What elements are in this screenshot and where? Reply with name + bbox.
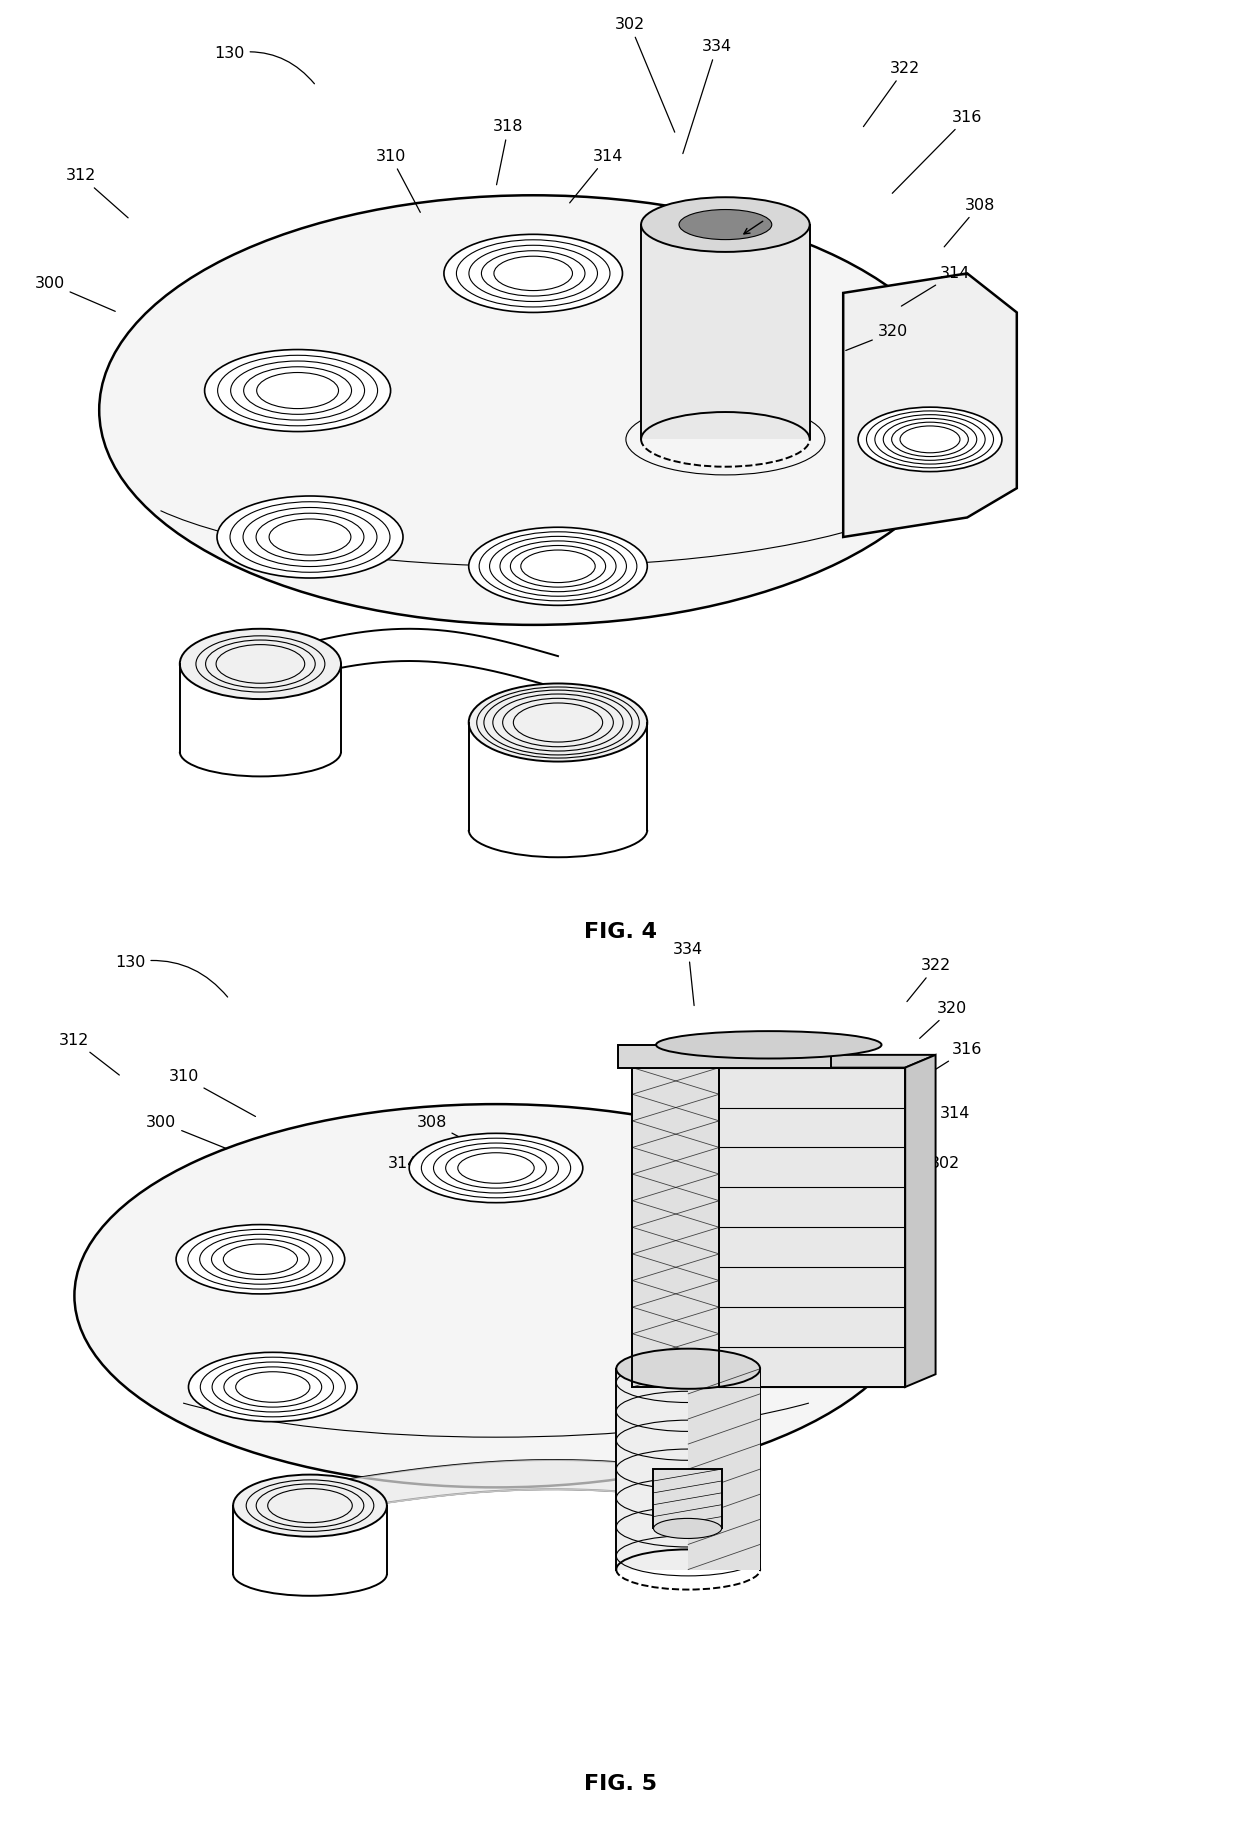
Text: 316: 316 (893, 110, 982, 193)
Ellipse shape (176, 1225, 345, 1294)
Ellipse shape (469, 527, 647, 606)
Ellipse shape (858, 407, 1002, 471)
Text: 300: 300 (146, 1115, 227, 1148)
Text: FIG. 5: FIG. 5 (584, 1774, 656, 1794)
Text: 320: 320 (920, 1000, 967, 1038)
Text: 312: 312 (66, 168, 128, 217)
Polygon shape (719, 1055, 936, 1068)
Text: 318: 318 (652, 1124, 684, 1157)
Text: 308: 308 (417, 1115, 481, 1148)
Text: 314: 314 (901, 266, 970, 307)
Text: 322: 322 (863, 60, 920, 126)
Bar (688, 1369, 760, 1570)
Polygon shape (641, 224, 810, 440)
Ellipse shape (680, 210, 771, 239)
Ellipse shape (641, 197, 810, 252)
Text: 334: 334 (683, 40, 732, 153)
Ellipse shape (180, 630, 341, 699)
Ellipse shape (217, 496, 403, 579)
Text: 130: 130 (115, 954, 228, 996)
Text: FIG. 4: FIG. 4 (584, 922, 656, 942)
Text: 322: 322 (906, 958, 951, 1002)
Ellipse shape (188, 1352, 357, 1422)
Text: 316: 316 (632, 1152, 662, 1179)
Ellipse shape (653, 1518, 722, 1538)
Ellipse shape (205, 350, 391, 431)
Text: 312: 312 (60, 1033, 119, 1075)
Polygon shape (616, 1369, 760, 1570)
Text: 302: 302 (615, 16, 675, 131)
Text: 300: 300 (35, 276, 115, 312)
Ellipse shape (99, 195, 967, 624)
Text: 314: 314 (918, 1106, 970, 1132)
Polygon shape (905, 1055, 936, 1387)
Ellipse shape (74, 1104, 918, 1487)
Ellipse shape (616, 1349, 760, 1389)
Text: 320: 320 (846, 325, 908, 350)
Text: 314: 314 (388, 1155, 475, 1177)
Text: 316: 316 (926, 1042, 982, 1075)
Polygon shape (843, 274, 1017, 537)
Text: 130: 130 (215, 46, 315, 84)
Text: 314: 314 (569, 148, 622, 203)
Text: 308: 308 (944, 197, 994, 246)
Bar (618, 1044, 832, 1068)
Ellipse shape (469, 683, 647, 761)
Bar (653, 1469, 722, 1529)
Ellipse shape (444, 234, 622, 312)
Bar (632, 1068, 719, 1387)
Text: 318: 318 (494, 119, 523, 184)
Text: 334: 334 (673, 942, 703, 1006)
Bar (719, 1068, 905, 1387)
Text: 310: 310 (169, 1069, 255, 1117)
Text: 310: 310 (376, 148, 420, 212)
Text: 330: 330 (673, 1097, 703, 1130)
Ellipse shape (233, 1475, 387, 1537)
Text: 302: 302 (895, 1155, 960, 1184)
Ellipse shape (409, 1133, 583, 1203)
Ellipse shape (656, 1031, 882, 1058)
